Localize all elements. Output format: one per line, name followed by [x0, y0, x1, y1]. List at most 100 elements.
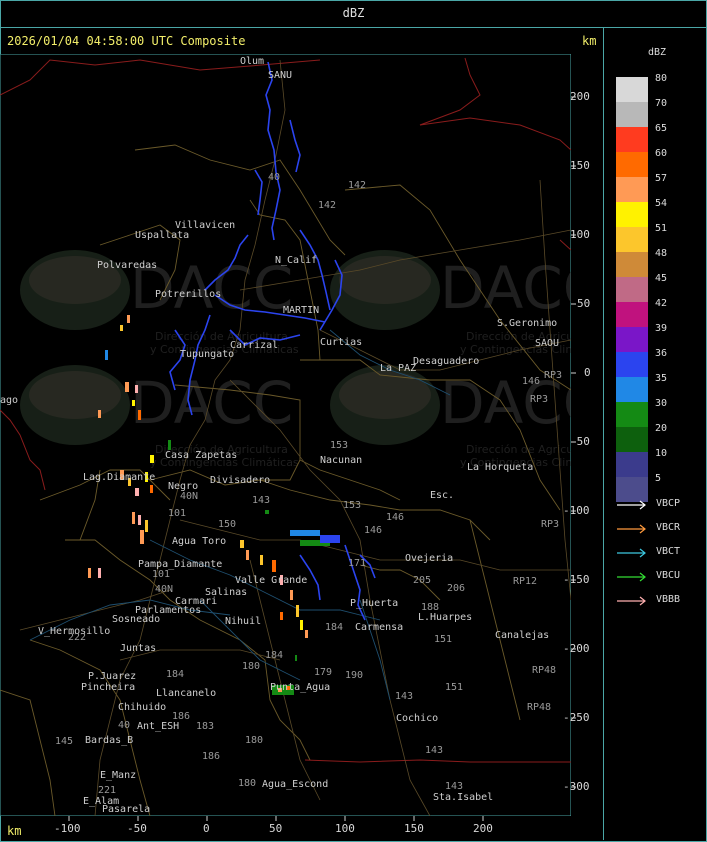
place-label: Potrerillos: [155, 289, 221, 300]
route-label: 180: [245, 735, 263, 746]
route-label: 40N: [155, 584, 173, 595]
place-labels: Olum SANU Villavicen Uspallata Polvareda…: [0, 56, 559, 815]
route-label: 206: [447, 583, 465, 594]
svg-text:DACC: DACC: [440, 254, 571, 322]
x-tick-label: 200: [473, 822, 493, 835]
x-tick-label: 150: [404, 822, 424, 835]
svg-text:DACC: DACC: [130, 254, 293, 322]
route-label: 205: [413, 575, 431, 586]
place-label: Carmari: [175, 596, 217, 607]
legend-swatch: [616, 377, 648, 402]
route-label: 180: [238, 778, 256, 789]
route-label: 151: [445, 682, 463, 693]
legend-swatch: [616, 152, 648, 177]
legend-value-label: 65: [655, 123, 668, 134]
radar-map[interactable]: DACC Dirección de Agricultura y Continge…: [0, 54, 571, 816]
radar-name-label: VBCP: [656, 498, 681, 509]
legend-value-label: 48: [655, 248, 668, 259]
place-label: Pincheira: [81, 682, 135, 693]
place-label: Canalejas: [495, 630, 549, 641]
y-tick-label: 100: [570, 228, 590, 241]
route-label: 188: [421, 602, 439, 613]
svg-text:Dirección de Agricultura: Dirección de Agricultura: [466, 443, 571, 456]
x-axis-unit: km: [7, 824, 22, 838]
legend-swatch: [616, 352, 648, 377]
y-axis-unit: km: [582, 34, 597, 48]
rivers: [29, 329, 451, 701]
legend-value-label: 5: [655, 473, 662, 484]
legend-swatch: [616, 427, 648, 452]
place-label: Uspallata: [135, 230, 189, 241]
x-tick-label: 100: [335, 822, 355, 835]
legend-value-label: 70: [655, 98, 668, 109]
route-label: 40: [118, 720, 130, 731]
watermark-dacc-4: DACC Dirección de Agricultura y Continge…: [330, 365, 571, 469]
place-label: SAOU: [535, 338, 559, 349]
route-label: 143: [425, 745, 443, 756]
radar-name-label: VBCU: [656, 570, 681, 581]
place-label: Casa Zapetas: [165, 450, 237, 461]
place-label: Carrizal: [230, 340, 278, 351]
place-label: Desaguadero: [413, 356, 479, 367]
radar-name-label: VBCR: [656, 522, 681, 533]
place-label: Punta_Agua: [270, 682, 330, 693]
place-label: Cochico: [396, 713, 438, 724]
svg-text:y Contingencias Climáticas: y Contingencias Climáticas: [150, 456, 299, 469]
place-label: Agua Toro: [172, 536, 226, 547]
place-label: Parlamentos: [135, 605, 201, 616]
radar-echo-blue-north: [169, 61, 376, 621]
place-label: Nihuil: [225, 616, 261, 627]
legend-value-label: 30: [655, 398, 668, 409]
place-label: Olum: [240, 56, 264, 67]
legend-swatch: [616, 277, 648, 302]
route-label: 146: [364, 525, 382, 536]
legend-swatch: [616, 77, 648, 102]
place-label: Juntas: [120, 643, 156, 654]
map-timestamp: 2026/01/04 04:58:00 UTC Composite: [7, 34, 246, 48]
y-tick-label: 150: [570, 159, 590, 172]
legend-swatch: [616, 102, 648, 127]
x-tick-label: 0: [203, 822, 210, 835]
place-label: Sosneado: [112, 614, 160, 625]
place-label: Tupungato: [180, 349, 234, 360]
legend-value-label: 60: [655, 148, 668, 159]
place-label: E_Alam: [83, 796, 119, 807]
route-label: RP3: [544, 370, 562, 381]
arrow-icon: [617, 548, 646, 558]
y-axis-ticks: [571, 96, 576, 788]
place-label: La PAZ: [380, 363, 416, 374]
place-label: Ovejeria: [405, 553, 453, 564]
route-label: 101: [168, 508, 186, 519]
y-tick-label: -250: [563, 711, 590, 724]
y-tick-label: -100: [563, 504, 590, 517]
legend-value-label: 54: [655, 198, 668, 209]
route-label: 186: [202, 751, 220, 762]
place-label: Lag.Diamante: [83, 472, 155, 483]
route-label: 142: [348, 180, 366, 191]
route-label: 142: [318, 200, 336, 211]
legend-title: dBZ: [648, 47, 667, 58]
x-tick-label: -50: [127, 822, 147, 835]
legend-value-label: 36: [655, 348, 668, 359]
place-label: Pasarela: [102, 804, 150, 815]
arrow-icon: [617, 524, 646, 534]
legend-swatch: [616, 327, 648, 352]
route-label: RP48: [527, 702, 551, 713]
svg-text:Dirección de Agricultura: Dirección de Agricultura: [155, 443, 288, 456]
route-label: 101: [152, 569, 170, 580]
place-label: Valle Grande: [235, 575, 307, 586]
route-label: 146: [522, 376, 540, 387]
route-label: 184: [265, 650, 283, 661]
y-tick-label: 50: [577, 297, 591, 310]
place-label: Chihuido: [118, 702, 166, 713]
y-tick-label: 0: [584, 366, 591, 379]
place-label: N_Calif: [275, 255, 317, 266]
legend-value-label: 51: [655, 223, 668, 234]
route-label: 40: [268, 172, 280, 183]
legend-value-label: 80: [655, 73, 668, 84]
route-label: 190: [345, 670, 363, 681]
route-label: RP3: [530, 394, 548, 405]
place-label: La Horqueta: [467, 462, 533, 473]
svg-text:Dirección de Agricultura: Dirección de Agricultura: [466, 330, 571, 343]
place-label: Polvaredas: [97, 260, 157, 271]
